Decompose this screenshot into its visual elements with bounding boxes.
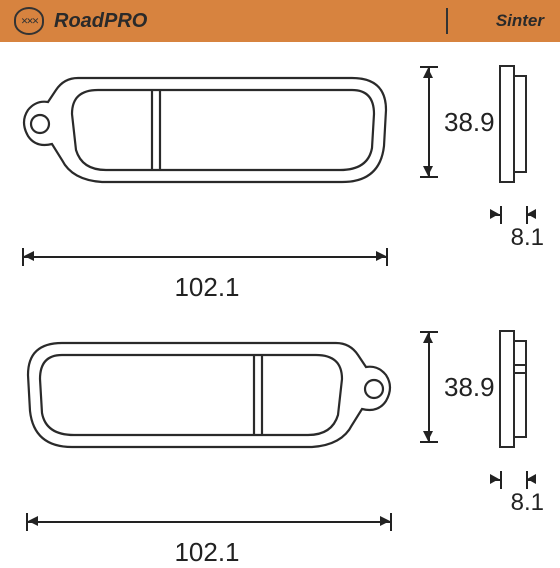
pad-side-outline-1 [480,60,540,190]
thickness-value-2: 8.1 [511,489,544,517]
height-dimension-1 [420,66,438,178]
header-divider [446,8,448,34]
brand-prefix: Road [54,10,104,32]
logo-icon [14,7,44,35]
pad-side-view-2: 38.9 8.1 [420,325,540,443]
pad-side-view-1: 38.9 8.1 [420,60,540,178]
variant-label: Sinter [496,11,544,31]
thickness-value-1: 8.1 [511,224,544,252]
pad-outline-2 [12,325,402,505]
pad-front-view-2: 102.1 [12,325,402,568]
thickness-dimension-2 [492,471,534,489]
width-dimension-1 [22,248,388,266]
height-dimension-2 [420,331,438,443]
diagram-area: 102.1 38.9 [0,42,560,568]
width-value-2: 102.1 [174,537,239,567]
pad-row-1: 102.1 38.9 [12,60,548,303]
width-dimension-2 [26,513,392,531]
width-value-1: 102.1 [174,272,239,302]
pad-side-outline-2 [480,325,540,455]
brand-name: RoadPRO [54,10,147,33]
pad-outline-1 [12,60,402,240]
pad-row-2: 102.1 38.9 [12,325,548,568]
pad-front-view-1: 102.1 [12,60,402,303]
brand-suffix: PRO [104,10,147,32]
thickness-dimension-1 [492,206,534,224]
header-bar: RoadPRO Sinter [0,0,560,42]
